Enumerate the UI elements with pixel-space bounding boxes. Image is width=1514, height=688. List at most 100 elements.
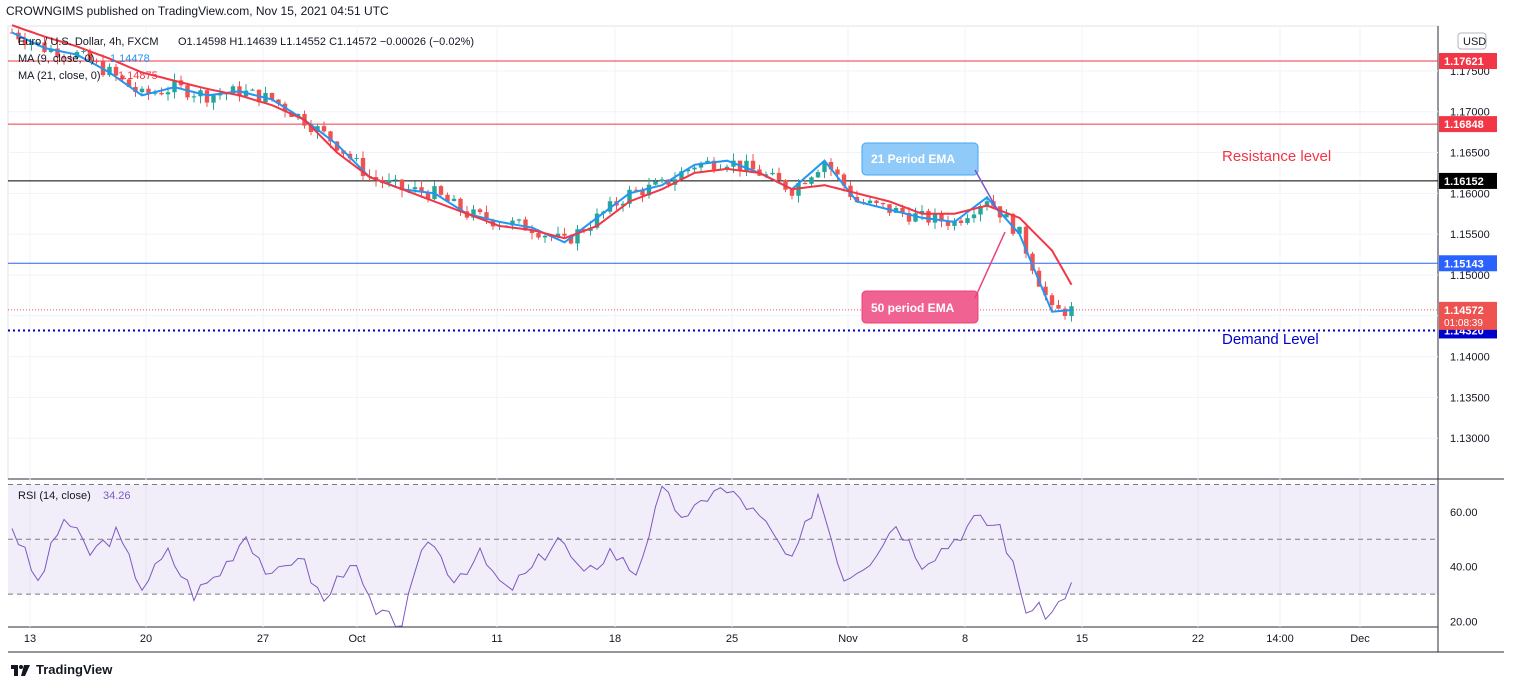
- annotation-50-ema-box: [861, 290, 979, 324]
- candle-body: [165, 92, 171, 95]
- price-tag-label: 1.15143: [1444, 258, 1484, 270]
- candle-body: [776, 172, 782, 181]
- price-tick-label: 1.14000: [1450, 352, 1490, 364]
- candle-body: [555, 233, 561, 237]
- candle-body: [958, 220, 964, 223]
- candle-body: [978, 206, 983, 215]
- price-tick-label: 1.13500: [1450, 392, 1490, 404]
- currency-badge[interactable]: [1457, 32, 1487, 50]
- candle-body: [789, 189, 795, 196]
- candle-body: [809, 177, 814, 184]
- candle-body: [107, 66, 112, 76]
- candle-body: [22, 39, 28, 45]
- time-tick-label: 13: [24, 633, 36, 645]
- candle-body: [685, 169, 691, 172]
- price-tag-bg: [1439, 53, 1497, 70]
- candle-body: [516, 219, 522, 221]
- candle-body: [412, 187, 418, 190]
- candle-body: [276, 99, 281, 104]
- last-price-tag-bg: [1439, 301, 1497, 330]
- candle-body: [841, 174, 847, 186]
- candle-body: [900, 207, 905, 213]
- candle-body: [542, 235, 548, 238]
- currency-label: USD: [1463, 36, 1486, 48]
- time-tick-label: 20: [140, 633, 152, 645]
- candle-body: [217, 94, 223, 96]
- candle-body: [874, 200, 879, 204]
- legend-ohlc: O1.14598 H1.14639 L1.14552 C1.14572 −0.0…: [178, 36, 474, 48]
- candle-body: [932, 213, 938, 223]
- candle-body: [646, 184, 652, 196]
- time-tick-label: 11: [491, 633, 502, 645]
- candle-body: [568, 235, 574, 244]
- rsi-axis-ticks: 20.00 40.00 60.00: [1450, 507, 1478, 629]
- candle-body: [698, 162, 704, 168]
- candle-body: [867, 200, 873, 204]
- price-tag-label: 1.16848: [1444, 119, 1484, 131]
- annotation-21-ema-box: [861, 142, 979, 176]
- candle-body: [705, 160, 710, 163]
- price-tag-bg: [1439, 116, 1497, 133]
- legend-rsi-value: 34.26: [103, 490, 131, 502]
- candle-body: [321, 126, 327, 132]
- candle-body: [1069, 306, 1074, 317]
- annotation-50-ema-text: 50 period EMA: [871, 301, 955, 315]
- candle-body: [94, 61, 99, 63]
- candle-body: [763, 174, 769, 176]
- candle-body: [913, 213, 918, 222]
- candle-body: [81, 51, 86, 53]
- candle-body: [653, 181, 658, 185]
- candle-body: [984, 201, 990, 207]
- candle-body: [269, 92, 275, 100]
- price-tick-label: 1.13000: [1450, 433, 1490, 445]
- candle-body: [1004, 214, 1009, 218]
- tradingview-logo-icon: [11, 664, 30, 676]
- candle-body: [445, 194, 450, 202]
- candle-body: [679, 171, 684, 180]
- time-tick-label: 18: [609, 633, 621, 645]
- candle-body: [926, 210, 931, 223]
- time-tick-label: Oct: [348, 633, 365, 645]
- candle-body: [328, 131, 333, 142]
- legend-ma9: MA (9, close, 0): [18, 53, 94, 65]
- candle-body: [828, 161, 834, 170]
- rsi-band: [8, 483, 1438, 595]
- time-tick-label: 25: [726, 633, 738, 645]
- candle-body: [354, 157, 359, 159]
- candle-body: [146, 88, 151, 94]
- rsi-series: [11, 485, 1072, 628]
- candle-body: [399, 179, 405, 191]
- annotation-21-ema-text: 21 Period EMA: [871, 152, 955, 166]
- candle-body: [575, 229, 580, 244]
- candle-body: [711, 160, 717, 170]
- candle-body: [536, 233, 541, 238]
- candle-body: [854, 196, 860, 203]
- candle-body: [880, 203, 886, 205]
- price-axis-tags: 1.176211.168481.161521.151431.143201.145…: [1439, 53, 1497, 339]
- candle-body: [510, 220, 515, 226]
- candle-body: [607, 201, 613, 212]
- footer-brand[interactable]: TradingView: [10, 662, 112, 677]
- candle-body: [393, 179, 398, 181]
- candle-body: [523, 219, 528, 231]
- candle-body: [204, 90, 210, 103]
- candle-body: [425, 192, 431, 200]
- legend-symbol: Euro / U.S. Dollar, 4h, FXCM: [18, 36, 159, 48]
- last-price-tag-label: 1.14572: [1444, 305, 1484, 317]
- candle-body: [139, 88, 145, 93]
- legend-ma21-value: 1.14875: [118, 70, 158, 82]
- candle-body: [919, 210, 925, 214]
- annotation-21-ema-pointer: [974, 169, 999, 212]
- time-tick-label: 8: [962, 633, 968, 645]
- publisher-header: CROWNGIMS published on TradingView.com, …: [6, 4, 389, 18]
- candle-body: [1023, 226, 1029, 254]
- candle-body: [87, 51, 93, 62]
- candle-body: [1056, 305, 1061, 309]
- annotation-50-ema-pointer: [974, 231, 1006, 299]
- candle-body: [477, 209, 483, 213]
- candle-body: [750, 160, 756, 170]
- candle-body: [1062, 308, 1068, 317]
- price-tick-label: 1.17000: [1450, 107, 1490, 119]
- time-axis-ticks: 13 20 27 Oct 11 18 25 Nov 8 15 22 14:00 Dec: [24, 633, 1370, 645]
